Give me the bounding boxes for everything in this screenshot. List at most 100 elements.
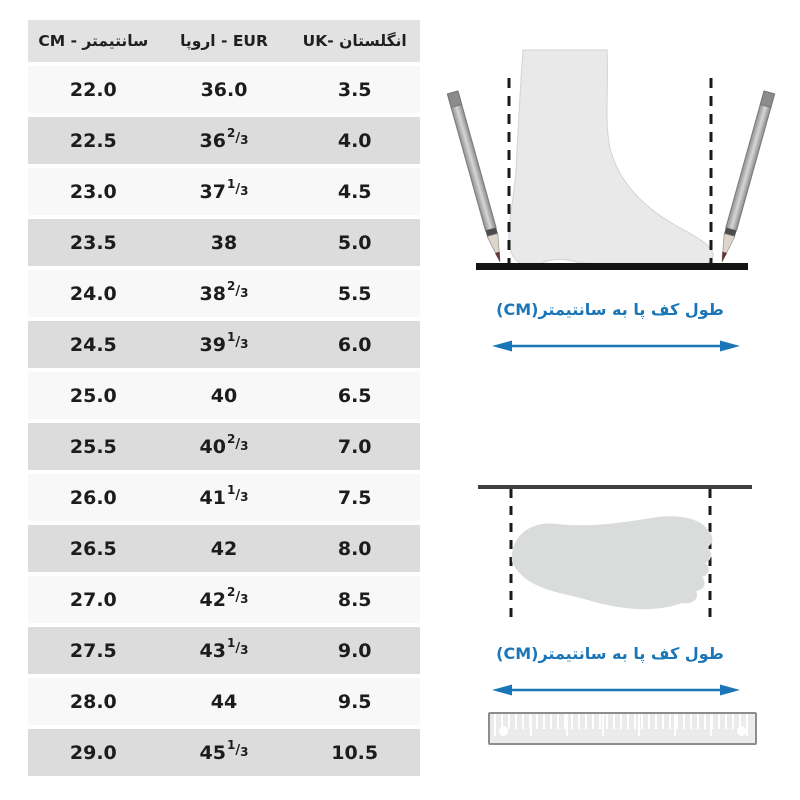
fraction-numerator: 1 bbox=[227, 737, 236, 752]
fraction-numerator: 2 bbox=[227, 584, 236, 599]
eur-whole: 37 bbox=[199, 180, 226, 203]
fraction-slash: / bbox=[235, 334, 241, 350]
fraction-denominator: 3 bbox=[240, 132, 249, 147]
fraction-denominator: 3 bbox=[240, 642, 249, 657]
fraction-denominator: 3 bbox=[240, 336, 249, 351]
header-text: EUR bbox=[232, 32, 268, 50]
header-text: - bbox=[65, 32, 83, 50]
table-row: 27.5 43 1/3 9.0 bbox=[28, 627, 420, 674]
eur-fraction: 2/3 bbox=[227, 279, 249, 305]
eur-whole: 36.0 bbox=[200, 78, 248, 101]
foot-side-measurement-illustration bbox=[446, 49, 776, 270]
table-row: 24.5 39 1/3 6.0 bbox=[28, 321, 420, 368]
footprint-silhouette bbox=[511, 516, 713, 610]
eur-whole: 42 bbox=[199, 588, 226, 611]
foot-length-caption-top: طول کف پا به سانتیمتر(CM) bbox=[496, 300, 724, 319]
eur-fraction: 1/3 bbox=[227, 738, 249, 764]
fraction-numerator: 2 bbox=[227, 431, 236, 446]
cell-uk: 9.0 bbox=[337, 639, 372, 662]
ruler-icon bbox=[488, 712, 757, 745]
eur-whole: 38 bbox=[210, 231, 238, 254]
table-row: 23.0 37 1/3 4.5 bbox=[28, 168, 420, 215]
eur-fraction: 1/3 bbox=[227, 483, 249, 509]
cell-cm: 23.5 bbox=[69, 231, 117, 254]
cell-uk: 5.5 bbox=[337, 282, 372, 305]
cell-cm: 26.0 bbox=[69, 486, 117, 509]
eur-whole: 40 bbox=[199, 435, 226, 458]
cell-cm: 28.0 bbox=[69, 690, 117, 713]
cell-cm: 23.0 bbox=[69, 180, 117, 203]
eur-fraction: 1/3 bbox=[227, 330, 249, 356]
ruler-hole-left bbox=[499, 726, 508, 736]
table-row: 25.5 40 2/3 7.0 bbox=[28, 423, 420, 470]
eur-fraction: 2/3 bbox=[227, 126, 249, 152]
fraction-slash: / bbox=[235, 436, 241, 452]
eur-fraction: 1/3 bbox=[227, 177, 249, 203]
cell-uk: 7.0 bbox=[337, 435, 372, 458]
cell-uk: 8.5 bbox=[337, 588, 372, 611]
cell-uk: 7.5 bbox=[337, 486, 372, 509]
cell-eur: 43 1/3 bbox=[159, 627, 290, 674]
table-header-row: CM - سانتیمتر اروپا - EUR UK - انگلستان bbox=[28, 20, 420, 62]
eur-whole: 41 bbox=[199, 486, 226, 509]
fraction-numerator: 1 bbox=[227, 176, 236, 191]
cell-eur: 37 1/3 bbox=[159, 168, 290, 215]
cell-uk: 9.5 bbox=[337, 690, 372, 713]
fraction-denominator: 3 bbox=[240, 744, 249, 759]
column-header-cm: CM - سانتیمتر bbox=[28, 20, 159, 62]
eur-whole: 39 bbox=[199, 333, 226, 356]
cell-cm: 24.0 bbox=[69, 282, 117, 305]
cell-cm: 29.0 bbox=[69, 741, 117, 764]
eur-whole: 43 bbox=[199, 639, 226, 662]
header-text: - bbox=[215, 32, 233, 50]
cell-cm: 25.0 bbox=[69, 384, 117, 407]
column-header-uk: UK - انگلستان bbox=[289, 20, 420, 62]
cell-eur: 39 1/3 bbox=[159, 321, 290, 368]
fraction-denominator: 3 bbox=[240, 489, 249, 504]
table-row: 22.5 36 2/3 4.0 bbox=[28, 117, 420, 164]
eur-whole: 42 bbox=[210, 537, 238, 560]
cell-uk: 8.0 bbox=[337, 537, 372, 560]
fraction-denominator: 3 bbox=[240, 285, 249, 300]
cell-eur: 38 bbox=[159, 219, 290, 266]
table-row: 24.0 38 2/3 5.5 bbox=[28, 270, 420, 317]
fraction-denominator: 3 bbox=[240, 438, 249, 453]
header-text: - bbox=[327, 32, 340, 50]
table-row: 27.0 42 2/3 8.5 bbox=[28, 576, 420, 623]
table-row: 26.5 42 8.0 bbox=[28, 525, 420, 572]
header-text: UK bbox=[302, 32, 328, 50]
fraction-slash: / bbox=[235, 640, 241, 656]
eur-whole: 40 bbox=[210, 384, 238, 407]
cell-cm: 26.5 bbox=[69, 537, 117, 560]
eur-whole: 36 bbox=[199, 129, 226, 152]
cell-eur: 40 bbox=[159, 372, 290, 419]
cell-eur: 42 2/3 bbox=[159, 576, 290, 623]
fraction-slash: / bbox=[235, 742, 241, 758]
fraction-numerator: 2 bbox=[227, 278, 236, 293]
header-text: سانتیمتر bbox=[82, 32, 149, 50]
cell-cm: 24.5 bbox=[69, 333, 117, 356]
cell-cm: 27.0 bbox=[69, 588, 117, 611]
ruler-long-ticks bbox=[494, 714, 751, 736]
pencil-icon-right bbox=[721, 90, 776, 263]
column-header-eur: اروپا - EUR bbox=[159, 20, 290, 62]
eur-fraction: 2/3 bbox=[227, 432, 249, 458]
header-text: CM bbox=[38, 32, 66, 50]
cell-eur: 40 2/3 bbox=[159, 423, 290, 470]
cell-cm: 22.5 bbox=[69, 129, 117, 152]
fraction-slash: / bbox=[235, 283, 241, 299]
cell-uk: 4.0 bbox=[337, 129, 372, 152]
fraction-denominator: 3 bbox=[240, 183, 249, 198]
table-row: 25.0 40 6.5 bbox=[28, 372, 420, 419]
foot-silhouette bbox=[508, 49, 714, 267]
fraction-numerator: 1 bbox=[227, 635, 236, 650]
table-row: 23.5 38 5.0 bbox=[28, 219, 420, 266]
table-body: 22.0 36.0 3.5 22.5 36 2/3 4.0 23.0 37 1/3 4.5 23.5 3… bbox=[28, 66, 420, 776]
eur-fraction: 2/3 bbox=[227, 585, 248, 611]
cell-uk: 4.5 bbox=[337, 180, 372, 203]
wall-line bbox=[478, 485, 752, 489]
cell-uk: 6.5 bbox=[337, 384, 372, 407]
fraction-slash: / bbox=[235, 130, 241, 146]
ruler-hole-right bbox=[737, 726, 746, 736]
